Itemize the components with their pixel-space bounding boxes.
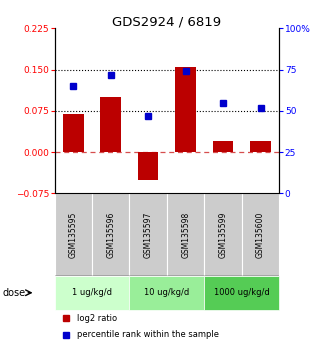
Text: GSM135597: GSM135597 [144,211,153,258]
Text: percentile rank within the sample: percentile rank within the sample [77,330,219,339]
Text: GSM135596: GSM135596 [106,211,115,258]
Text: GSM135600: GSM135600 [256,211,265,258]
Bar [175,67,196,152]
Title: GDS2924 / 6819: GDS2924 / 6819 [112,15,221,28]
Bar [63,114,83,152]
Bar [167,193,204,276]
Text: 10 ug/kg/d: 10 ug/kg/d [144,288,189,297]
Bar [138,152,159,179]
Text: GSM135595: GSM135595 [69,211,78,258]
Bar [92,193,129,276]
Bar [55,276,129,310]
Bar [213,141,233,152]
Text: dose: dose [2,288,25,298]
Bar [129,193,167,276]
Text: 1000 ug/kg/d: 1000 ug/kg/d [214,288,270,297]
Text: GSM135598: GSM135598 [181,211,190,258]
Bar [55,193,92,276]
Bar [204,193,242,276]
Bar [100,97,121,152]
Text: GSM135599: GSM135599 [219,211,228,258]
Text: log2 ratio: log2 ratio [77,314,117,322]
Text: 1 ug/kg/d: 1 ug/kg/d [72,288,112,297]
Bar [250,141,271,152]
Bar [242,193,279,276]
Bar [204,276,279,310]
Bar [129,276,204,310]
